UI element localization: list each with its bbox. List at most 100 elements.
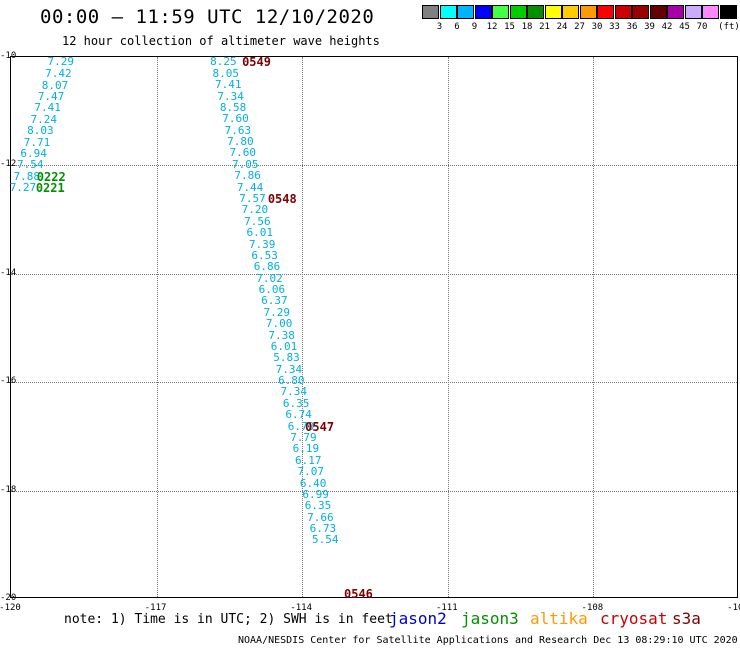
swh-value-label: 8.03 [27,124,54,138]
swh-value-label: 6.86 [253,260,281,274]
swh-value-label: 7.29 [263,305,291,319]
lon-gridline [593,57,595,597]
swh-value-label: 7.63 [224,123,252,137]
swh-value-label: 7.24 [30,112,58,126]
swh-value-label: 7.29 [47,55,75,69]
lon-tick-label: -117 [144,603,167,613]
legend-bin-label: 30 [591,22,603,32]
swh-value-label: 7.41 [214,78,242,92]
legend-swatch [562,5,579,19]
swh-value-label: 6.94 [20,147,47,161]
legend-bin-label: 12 [486,22,498,32]
legend-bin-label: 42 [661,22,673,32]
legend-swatch [509,5,527,19]
legend-swatch [684,5,702,19]
units-note: note: 1) Time is in UTC; 2) SWH is in fe… [64,612,393,627]
legend-bin-label: 24 [556,22,568,32]
legend-swatch [474,5,492,19]
swh-value-label: 6.01 [246,226,274,240]
legend-swatch [614,5,632,19]
swh-value-label: 7.02 [256,271,283,285]
swh-value-label: 7.39 [248,237,276,251]
legend-swatch [649,5,667,19]
legend-swatch [439,5,457,19]
page-subtitle: 12 hour collection of altimeter wave hei… [62,34,380,48]
swh-value-label: 7.38 [268,328,295,342]
lat-tick-label: -12 [0,159,17,170]
swh-value-label: 7.86 [234,169,261,183]
swh-value-label: 5.83 [273,351,300,365]
lat-gridline [11,273,737,275]
swh-value-label: 7.54 [16,158,44,172]
swh-value-label: 7.34 [275,362,303,376]
swh-value-label: 7.57 [239,192,266,205]
swh-value-label: 7.42 [45,67,72,81]
legend-unit: (ft) [718,22,740,32]
legend-bin-label: 18 [521,22,533,32]
legend-swatch [719,5,737,19]
legend-bin-label: 33 [609,22,620,32]
lon-gridline [302,57,304,597]
satellite-legend-jason3: jason3 [461,609,519,628]
swh-value-label: 7.60 [222,112,249,126]
page-title: 00:00 – 11:59 UTC 12/10/2020 [40,6,375,28]
swh-value-label: 6.80 [278,374,305,388]
swh-value-label: 5.54 [312,533,339,547]
legend-bin-label: 3 [436,22,443,32]
swh-value-label: 7.20 [241,203,269,217]
lon-gridline [447,57,449,597]
swh-value-label: 7.66 [307,510,334,524]
legend-swatch [597,5,614,19]
satellite-legend-s3a: s3a [672,609,701,628]
pass-time-label: 0547 [305,419,335,434]
legend-bin-label: 45 [679,22,690,32]
pass-time-label: 0221 [35,181,65,196]
legend-bin-label: 6 [454,22,460,32]
swh-value-label: 6.37 [261,294,288,308]
lat-gridline [11,165,737,167]
lon-tick-label: -111 [435,603,458,613]
swh-value-label: 7.27 [9,181,37,195]
legend-swatch [527,5,544,19]
satellite-legend-cryosat: cryosat [600,609,668,628]
legend-swatch [579,5,597,19]
swh-value-label: 7.34 [217,89,244,103]
lat-gridline [11,490,737,492]
legend-swatch [492,5,509,19]
swh-value-label: 6.73 [309,522,337,536]
swh-value-label: 8.05 [212,66,240,80]
legend-swatch [457,5,474,19]
footer-credit: NOAA/NESDIS Center for Satellite Applica… [238,635,738,646]
swh-value-label: 7.88 [13,169,41,183]
swh-value-label: 7.05 [231,157,259,171]
lon-gridline [156,57,158,597]
swh-value-label: 8.07 [41,78,69,92]
legend-swatch [667,5,684,19]
swh-value-label: 7.44 [236,180,264,194]
swh-value-label: 7.07 [297,465,324,479]
lon-tick-label: -114 [290,603,313,613]
swh-value-label: 6.01 [270,339,298,353]
swh-value-label: 6.70 [287,419,315,433]
legend-bin-label: 36 [626,22,638,32]
swh-value-label: 7.60 [229,146,257,160]
lat-tick-label: -18 [0,484,17,495]
satellite-legend-jason2: jason2 [389,609,447,628]
swh-value-label: 6.19 [292,442,320,456]
satellite-legend-altika: altika [530,609,588,628]
lat-tick-label: -14 [0,267,17,278]
lon-tick-label: -120 [0,603,21,613]
swh-value-label: 6.17 [295,453,322,467]
legend-bin-label: 21 [539,22,550,32]
lon-tick-label: -108 [581,603,604,613]
swh-value-label: 7.47 [37,90,65,104]
legend-bin-label: 27 [574,22,585,32]
swh-value-label: 7.00 [265,317,293,331]
pass-time-label: 0549 [242,55,271,70]
lat-tick-label: -20 [0,593,17,603]
legend-bin-label: 9 [471,22,478,32]
legend-swatch [422,5,439,19]
map-plot: 7.29 7.42 8.07 7.47 7.41 7.24 8.03 7.71 6.94 7.54… [9,55,738,600]
legend-bin-label: 70 [696,22,708,32]
swh-value-label: 6.99 [302,487,329,501]
